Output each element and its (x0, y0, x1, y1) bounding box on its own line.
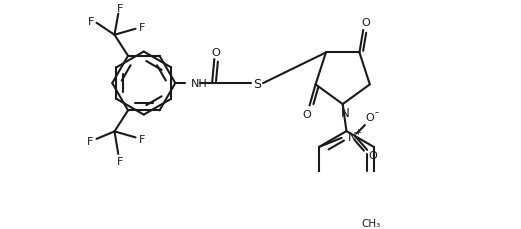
Text: F: F (117, 4, 123, 14)
Text: +: + (354, 128, 361, 137)
Text: S: S (253, 77, 261, 90)
Text: F: F (117, 157, 123, 167)
Text: O: O (369, 150, 378, 161)
Text: CH₃: CH₃ (362, 218, 381, 228)
Text: F: F (88, 17, 94, 27)
Text: -: - (374, 106, 378, 116)
Text: NH: NH (191, 79, 208, 89)
Text: O: O (362, 18, 370, 28)
Text: F: F (139, 23, 145, 33)
Text: N: N (341, 106, 349, 119)
Text: O: O (366, 112, 375, 122)
Text: O: O (212, 47, 220, 57)
Text: F: F (88, 136, 94, 147)
Text: F: F (139, 134, 145, 144)
Text: O: O (302, 109, 311, 119)
Text: N: N (348, 130, 356, 143)
